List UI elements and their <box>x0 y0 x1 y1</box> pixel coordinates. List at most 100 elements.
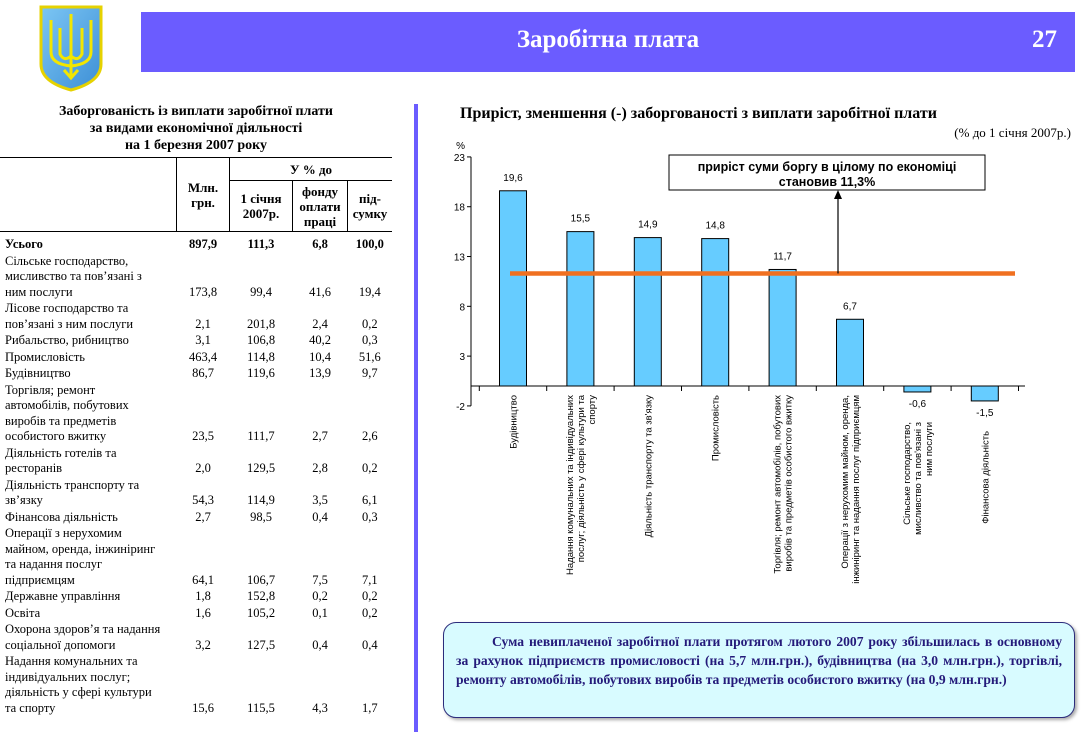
cell-share: 0,3 <box>361 333 378 347</box>
cell-share: 1,7 <box>361 700 378 715</box>
table-row: Державне управління 1,8 152,8 0,2 0,2 <box>0 588 392 605</box>
cell-jan: 105,2 <box>246 605 276 620</box>
y-tick-label: 13 <box>454 253 466 264</box>
column-header-fund: фонду оплати праці <box>292 180 348 232</box>
cell-jan: 111,7 <box>247 429 275 443</box>
cell-jan: 99,4 <box>250 284 272 299</box>
category-label: Торгівля; ремонт автомобілів, побутових <box>773 395 784 574</box>
header-banner: Заробітна плата 27 <box>141 12 1075 72</box>
row-label: Сільське господарство, мисливство та пов… <box>5 253 142 299</box>
table-row: Будівництво 86,7 119,6 13,9 9,7 <box>0 365 392 382</box>
cell-share: 0,3 <box>361 509 378 524</box>
cell-share: 7,1 <box>361 572 378 587</box>
cell-fund: 0,4 <box>312 509 328 524</box>
table-row: Промисловість 463,4 114,8 10,4 51,6 <box>0 349 392 366</box>
column-header-mln: Млн. грн. <box>176 157 230 232</box>
table-row: Діяльність транспорту та зв’язку 54,3 114,… <box>0 477 392 509</box>
y-tick-label: 8 <box>459 302 465 313</box>
chart-title: Приріст, зменшення (-) заборгованості з … <box>460 105 937 122</box>
row-label: Охорона здоров’я та надання соціальної д… <box>5 622 161 652</box>
table-title-line: на 1 березня 2007 року <box>124 138 268 153</box>
cell-mln: 1,8 <box>195 589 211 603</box>
column-group-header: У % до <box>229 157 392 181</box>
cell-share: 0,2 <box>361 461 378 475</box>
cell-jan: 115,5 <box>247 700 275 715</box>
arrow-head-icon <box>834 190 842 199</box>
bar-chart: 23 18 13 8 3 -2% 19,6 Будівництво 15,5 Надання ко… <box>454 141 1025 584</box>
table-row: Освіта 1,6 105,2 0,1 0,2 <box>0 605 392 622</box>
cell-share: 100,0 <box>355 237 384 251</box>
cell-jan: 106,8 <box>246 333 276 347</box>
category-label: Операції з нерухомим майном, оренда, <box>840 395 851 569</box>
y-tick-label: -2 <box>456 402 465 413</box>
table-title-line: Заборгованість із виплати заробітної пла… <box>59 104 333 119</box>
annotation-text: приріст суми боргу в цілому по економіці <box>698 160 957 174</box>
column-header-share: під-сумку <box>347 180 392 232</box>
bar <box>633 237 662 387</box>
column-header-jan: 1 січня 2007р. <box>229 180 293 232</box>
cell-mln: 64,1 <box>192 572 214 587</box>
cell-share: 0,2 <box>361 589 378 603</box>
y-axis-unit: % <box>456 141 465 152</box>
row-label: Надання комунальних та індивідуальних по… <box>5 654 152 715</box>
cell-mln: 463,4 <box>188 349 218 364</box>
table-row: Сільське господарство, мисливство та пов… <box>0 253 392 301</box>
cell-fund: 2,8 <box>312 461 328 475</box>
table-title-line: за видами економічної діяльності <box>89 121 303 136</box>
cell-mln: 897,9 <box>188 237 218 251</box>
cell-mln: 3,1 <box>195 333 211 347</box>
chart-subtitle: (% до 1 січня 2007р.) <box>954 125 1071 140</box>
table-row: Лісове господарство та пов’язані з ним п… <box>0 300 392 332</box>
cell-mln: 1,6 <box>195 605 211 620</box>
cell-jan: 201,8 <box>246 316 276 331</box>
cell-share: 19,4 <box>358 284 381 299</box>
category-label: ним послуги <box>924 422 935 476</box>
cell-share: 0,4 <box>361 637 378 652</box>
cell-mln: 173,8 <box>188 284 218 299</box>
coat-of-arms-logo <box>39 5 103 92</box>
category-label: мисливство та пов'язані з <box>913 422 924 535</box>
category-label: послуг; діяльність у сфері культури та <box>576 394 587 562</box>
page-number: 27 <box>1032 26 1057 53</box>
summary-note: Сума невиплаченої заробітної плати протя… <box>443 622 1075 718</box>
data-label: -0,6 <box>909 399 927 410</box>
cell-jan: 98,5 <box>250 509 272 524</box>
cell-jan: 114,9 <box>247 493 275 507</box>
bar <box>499 190 527 387</box>
table-row: Фінансова діяльність 2,7 98,5 0,4 0,3 <box>0 509 392 526</box>
category-label: Надання комунальних та індивідуальних <box>565 395 576 575</box>
cell-fund: 7,5 <box>312 572 328 587</box>
data-label: -1,5 <box>976 408 994 419</box>
category-label: спорту <box>587 395 598 425</box>
cell-share: 51,6 <box>358 349 381 364</box>
annotation-box <box>668 154 986 191</box>
table-row: Операції з нерухомим майном, оренда, інж… <box>0 525 392 588</box>
table-row: Діяльність готелів та ресторанів 2,0 129,5… <box>0 445 392 477</box>
y-tick-label: 18 <box>454 203 466 214</box>
cell-mln: 2,1 <box>195 316 211 331</box>
cell-fund: 13,9 <box>309 366 331 380</box>
page-title: Заробітна плата <box>516 26 700 53</box>
cell-share: 0,2 <box>361 316 378 331</box>
annotation-text: становив 11,3% <box>779 175 876 189</box>
cell-mln: 54,3 <box>192 493 214 507</box>
data-label: 11,7 <box>773 251 792 262</box>
cell-fund: 41,6 <box>309 284 331 299</box>
cell-mln: 86,7 <box>192 366 214 380</box>
bar <box>566 231 595 387</box>
row-label: Усього <box>5 237 43 251</box>
data-label: 14,9 <box>638 220 658 231</box>
table-row: Торгівля; ремонт автомобілів, побутових … <box>0 382 392 445</box>
cell-jan: 114,8 <box>247 349 275 364</box>
row-label: Фінансова діяльність <box>5 509 118 524</box>
category-label: Фінансова діяльність <box>980 431 991 524</box>
row-label: Освіта <box>5 605 41 620</box>
row-label: Торгівля; ремонт автомобілів, побутових … <box>5 382 129 444</box>
cell-fund: 2,4 <box>312 316 328 331</box>
row-label: Операції з нерухомим майном, оренда, інж… <box>5 526 156 587</box>
cell-share: 0,2 <box>361 605 378 620</box>
data-label: 15,5 <box>571 214 591 225</box>
table-row: Надання комунальних та індивідуальних по… <box>0 653 392 716</box>
bar <box>768 268 797 387</box>
data-label: 19,6 <box>503 173 523 184</box>
